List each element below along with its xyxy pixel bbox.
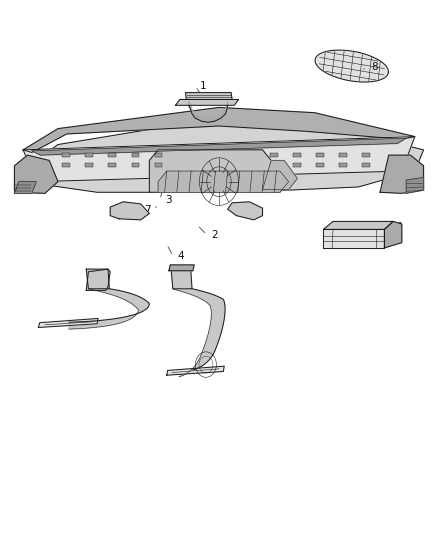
Bar [85, 153, 93, 157]
Text: 4: 4 [177, 251, 184, 261]
Polygon shape [110, 202, 149, 220]
Polygon shape [188, 101, 228, 122]
Bar [109, 163, 116, 167]
Polygon shape [86, 269, 110, 290]
Bar [270, 163, 278, 167]
Bar [155, 153, 162, 157]
Bar [293, 153, 301, 157]
Polygon shape [169, 265, 194, 271]
Polygon shape [173, 289, 225, 377]
Bar [339, 163, 347, 167]
Text: 6: 6 [34, 186, 40, 196]
Polygon shape [39, 318, 98, 327]
Polygon shape [228, 202, 262, 220]
Bar [362, 163, 370, 167]
Bar [62, 163, 70, 167]
Polygon shape [323, 229, 385, 248]
Text: 1: 1 [200, 81, 207, 91]
Text: 8: 8 [371, 62, 378, 71]
Polygon shape [323, 221, 393, 229]
Polygon shape [86, 269, 110, 289]
Bar [339, 153, 347, 157]
Polygon shape [380, 155, 424, 193]
Bar [131, 163, 139, 167]
Text: 5: 5 [364, 230, 370, 240]
Bar [155, 163, 162, 167]
Bar [131, 153, 139, 157]
Bar [316, 163, 324, 167]
Polygon shape [32, 138, 406, 155]
Polygon shape [385, 221, 402, 248]
Bar [293, 163, 301, 167]
Polygon shape [185, 93, 232, 100]
Bar [316, 153, 324, 157]
Polygon shape [14, 182, 36, 193]
Polygon shape [315, 50, 389, 82]
Bar [362, 153, 370, 157]
Polygon shape [14, 118, 424, 192]
Text: 7: 7 [144, 205, 151, 215]
Polygon shape [158, 171, 289, 192]
Polygon shape [176, 100, 239, 106]
Bar [62, 153, 70, 157]
Polygon shape [69, 289, 149, 329]
Bar [270, 153, 278, 157]
Polygon shape [23, 108, 415, 152]
Polygon shape [14, 155, 58, 193]
Polygon shape [167, 366, 224, 375]
Bar [85, 163, 93, 167]
Polygon shape [23, 136, 415, 182]
Bar [109, 153, 116, 157]
Polygon shape [149, 150, 289, 192]
Polygon shape [406, 177, 424, 193]
Text: 6: 6 [395, 222, 402, 232]
Polygon shape [171, 269, 192, 289]
Polygon shape [262, 160, 297, 190]
Text: 2: 2 [212, 230, 218, 240]
Text: 3: 3 [165, 195, 171, 205]
